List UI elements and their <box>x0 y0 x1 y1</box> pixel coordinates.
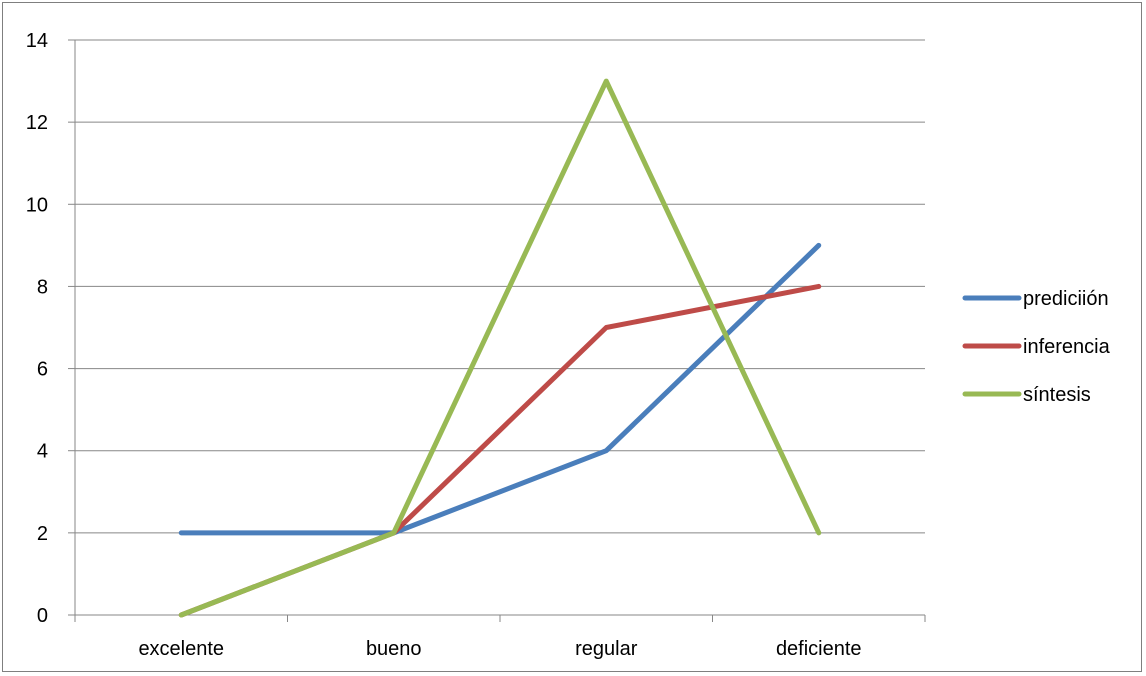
legend-label: síntesis <box>1023 384 1091 406</box>
y-tick-label: 8 <box>37 276 48 298</box>
axes <box>68 39 926 622</box>
gridlines <box>75 39 925 534</box>
x-tick-label: bueno <box>366 638 422 660</box>
series-line-0 <box>178 242 822 536</box>
x-tick-labels: excelente bueno regular deficiente <box>138 638 861 660</box>
y-tick-label: 12 <box>26 112 48 134</box>
legend-item: inferencia <box>962 336 1111 358</box>
y-tick-label: 14 <box>26 30 48 52</box>
y-tick-label: 4 <box>37 441 48 463</box>
legend: prediciión inferencia síntesis <box>962 288 1111 406</box>
legend-label: prediciión <box>1023 288 1109 310</box>
series-line-2 <box>178 78 822 618</box>
y-tick-labels: 0 2 4 6 8 10 12 14 <box>26 30 48 627</box>
series-lines <box>178 78 822 618</box>
x-tick-label: deficiente <box>776 638 862 660</box>
y-tick-label: 2 <box>37 523 48 545</box>
x-tick-label: excelente <box>138 638 224 660</box>
y-tick-label: 6 <box>37 359 48 381</box>
y-tick-label: 0 <box>37 605 48 627</box>
legend-item: prediciión <box>962 288 1109 310</box>
x-tick-label: regular <box>575 638 638 660</box>
legend-item: síntesis <box>962 384 1091 406</box>
y-tick-label: 10 <box>26 194 48 216</box>
legend-label: inferencia <box>1023 336 1111 358</box>
